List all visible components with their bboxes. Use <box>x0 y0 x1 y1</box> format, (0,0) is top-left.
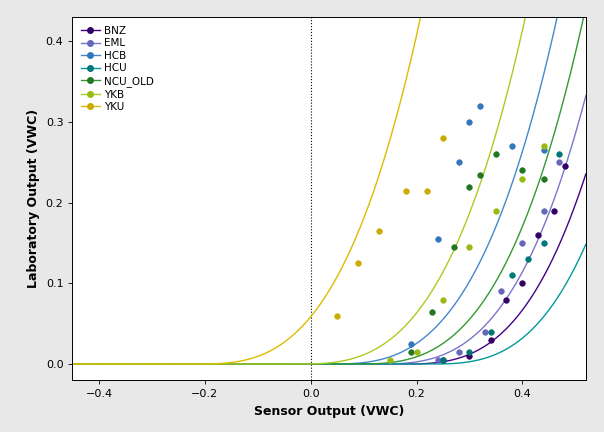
Point <box>438 135 448 142</box>
Point <box>507 143 516 150</box>
Point <box>518 280 527 287</box>
Point <box>332 312 342 319</box>
Point <box>385 356 395 363</box>
X-axis label: Sensor Output (VWC): Sensor Output (VWC) <box>254 405 404 418</box>
Point <box>491 151 501 158</box>
Point <box>464 244 474 251</box>
Point <box>502 296 512 303</box>
Point <box>539 240 548 247</box>
Point <box>539 207 548 214</box>
Point <box>449 244 458 251</box>
Point <box>507 272 516 279</box>
Point <box>560 163 570 170</box>
Point <box>422 187 432 194</box>
Point <box>464 183 474 190</box>
Point <box>406 340 416 347</box>
Point <box>539 147 548 154</box>
Point <box>486 328 495 335</box>
Legend: BNZ, EML, HCB, HCU, NCU_OLD, YKB, YKU: BNZ, EML, HCB, HCU, NCU_OLD, YKB, YKU <box>78 22 156 115</box>
Point <box>491 207 501 214</box>
Point <box>428 308 437 315</box>
Point <box>481 328 490 335</box>
Point <box>464 119 474 126</box>
Point <box>539 175 548 182</box>
Point <box>475 102 485 109</box>
Point <box>464 353 474 359</box>
Point <box>433 235 443 242</box>
Point <box>412 349 422 356</box>
Point <box>433 356 443 363</box>
Point <box>523 256 533 263</box>
Point <box>518 167 527 174</box>
Point <box>475 171 485 178</box>
Point <box>518 175 527 182</box>
Point <box>554 159 564 166</box>
Point <box>539 143 548 150</box>
Point <box>438 356 448 363</box>
Point <box>554 151 564 158</box>
Point <box>438 356 448 363</box>
Point <box>353 260 363 267</box>
Point <box>496 288 506 295</box>
Point <box>533 232 543 238</box>
Point <box>401 187 411 194</box>
Point <box>518 240 527 247</box>
Y-axis label: Laboratory Output (VWC): Laboratory Output (VWC) <box>27 109 40 288</box>
Point <box>454 159 464 166</box>
Point <box>464 349 474 356</box>
Point <box>438 296 448 303</box>
Point <box>549 207 559 214</box>
Point <box>374 228 384 235</box>
Point <box>486 337 495 343</box>
Point <box>406 349 416 356</box>
Point <box>454 349 464 356</box>
